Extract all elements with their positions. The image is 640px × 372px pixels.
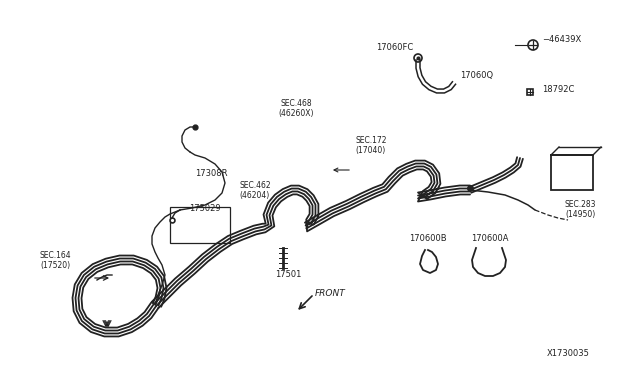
Text: SEC.164
(17520): SEC.164 (17520) [39, 251, 71, 270]
Text: 175029: 175029 [189, 204, 221, 213]
Text: −46439X: −46439X [542, 35, 581, 45]
Text: X1730035: X1730035 [547, 349, 590, 358]
Text: 170600A: 170600A [471, 234, 509, 243]
Text: 170600B: 170600B [409, 234, 447, 243]
Text: SEC.468
(46260X): SEC.468 (46260X) [278, 99, 314, 118]
Text: FRONT: FRONT [315, 289, 346, 298]
Text: 17060FC: 17060FC [376, 43, 413, 52]
Text: 18792C: 18792C [542, 86, 574, 94]
Bar [170, 207, 230, 243]
Text: 17060Q: 17060Q [460, 71, 493, 80]
Text: SEC.462
(46204): SEC.462 (46204) [239, 180, 271, 200]
Text: 17308R: 17308R [195, 169, 227, 177]
Text: SEC.283
(14950): SEC.283 (14950) [564, 200, 596, 219]
Bar [551, 155, 593, 190]
Text: SEC.172
(17040): SEC.172 (17040) [355, 136, 387, 155]
Text: 17501: 17501 [275, 270, 301, 279]
